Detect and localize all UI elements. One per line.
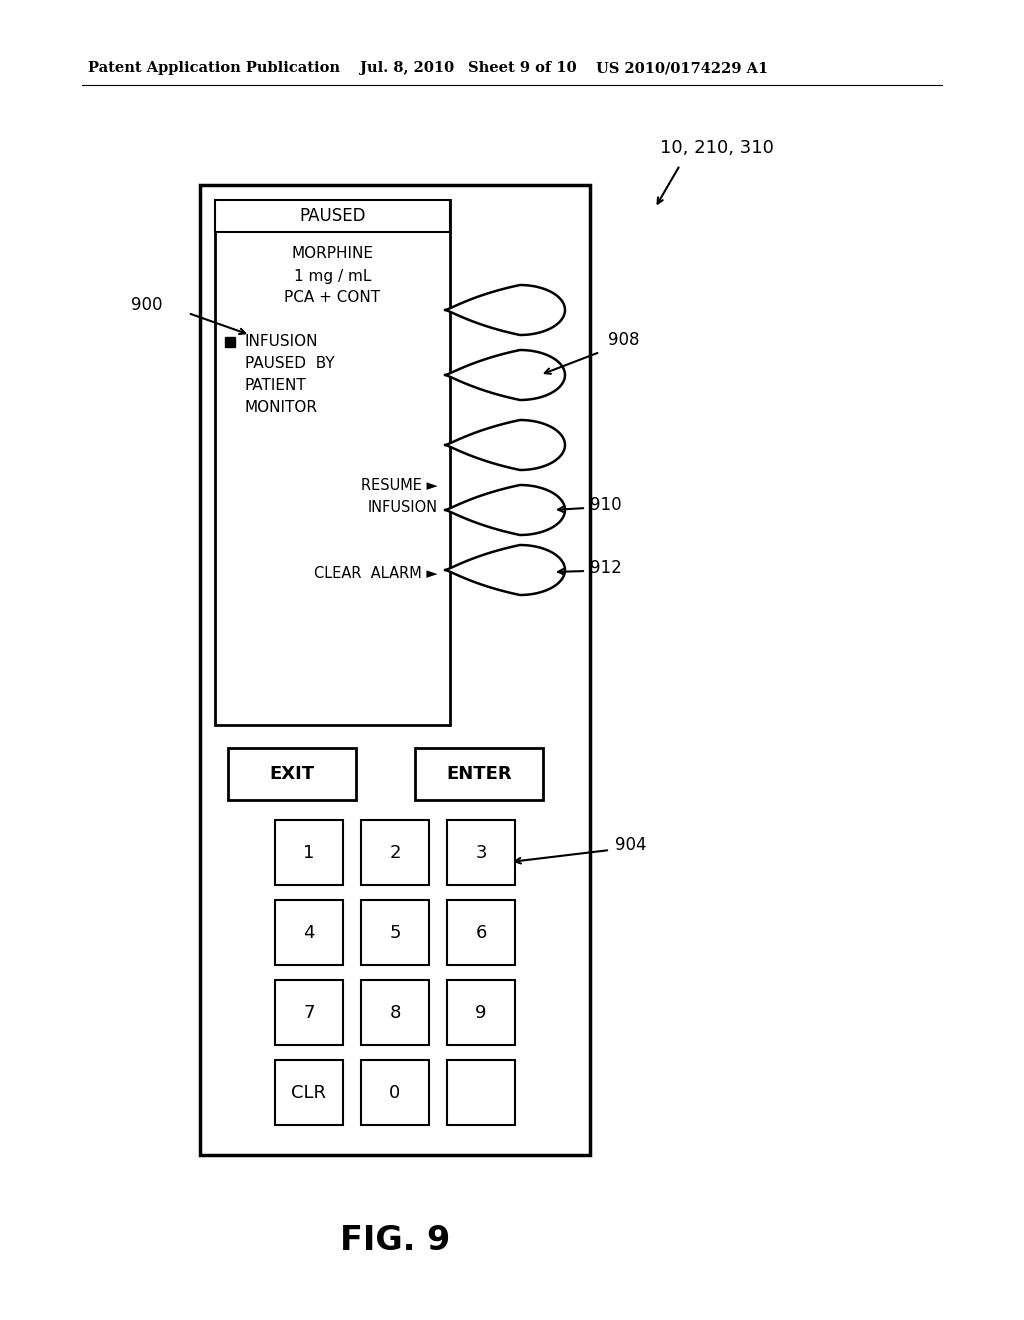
Text: 9: 9 bbox=[475, 1003, 486, 1022]
Text: PCA + CONT: PCA + CONT bbox=[285, 290, 381, 305]
Polygon shape bbox=[445, 350, 565, 400]
Text: INFUSION: INFUSION bbox=[368, 499, 438, 515]
Text: 5: 5 bbox=[389, 924, 400, 941]
Text: 3: 3 bbox=[475, 843, 486, 862]
Bar bbox=[447, 820, 515, 884]
Text: 7: 7 bbox=[303, 1003, 314, 1022]
Bar bbox=[361, 1060, 429, 1125]
Text: Sheet 9 of 10: Sheet 9 of 10 bbox=[468, 61, 577, 75]
Bar bbox=[361, 900, 429, 965]
Bar bbox=[228, 748, 356, 800]
Text: 8: 8 bbox=[389, 1003, 400, 1022]
Bar bbox=[415, 748, 543, 800]
Text: 908: 908 bbox=[608, 331, 640, 348]
Text: FIG. 9: FIG. 9 bbox=[340, 1224, 451, 1257]
Text: Patent Application Publication: Patent Application Publication bbox=[88, 61, 340, 75]
Polygon shape bbox=[445, 545, 565, 595]
Text: 6: 6 bbox=[475, 924, 486, 941]
Text: CLR: CLR bbox=[292, 1084, 327, 1101]
Bar bbox=[275, 979, 343, 1045]
Text: EXIT: EXIT bbox=[269, 766, 314, 783]
Text: MONITOR: MONITOR bbox=[245, 400, 318, 416]
Bar bbox=[215, 201, 450, 232]
Text: 2: 2 bbox=[389, 843, 400, 862]
Polygon shape bbox=[445, 285, 565, 335]
Bar bbox=[447, 979, 515, 1045]
Text: 904: 904 bbox=[615, 836, 646, 854]
Bar bbox=[275, 1060, 343, 1125]
Text: 0: 0 bbox=[389, 1084, 400, 1101]
Bar bbox=[447, 1060, 515, 1125]
Polygon shape bbox=[445, 484, 565, 535]
Bar bbox=[361, 979, 429, 1045]
Text: CLEAR  ALARM ►: CLEAR ALARM ► bbox=[314, 565, 438, 581]
Bar bbox=[275, 820, 343, 884]
Text: Jul. 8, 2010: Jul. 8, 2010 bbox=[360, 61, 454, 75]
Text: 912: 912 bbox=[590, 558, 622, 577]
Bar bbox=[225, 337, 234, 347]
Bar bbox=[361, 820, 429, 884]
Text: INFUSION: INFUSION bbox=[245, 334, 318, 350]
Text: 4: 4 bbox=[303, 924, 314, 941]
Text: 910: 910 bbox=[590, 496, 622, 513]
Text: 1: 1 bbox=[303, 843, 314, 862]
Bar bbox=[200, 185, 590, 1155]
Bar bbox=[275, 900, 343, 965]
Text: PAUSED  BY: PAUSED BY bbox=[245, 356, 335, 371]
Text: 10, 210, 310: 10, 210, 310 bbox=[660, 139, 774, 157]
Text: 900: 900 bbox=[131, 296, 163, 314]
Text: RESUME ►: RESUME ► bbox=[361, 478, 438, 492]
Text: PATIENT: PATIENT bbox=[245, 379, 307, 393]
Bar bbox=[215, 201, 450, 725]
Text: US 2010/0174229 A1: US 2010/0174229 A1 bbox=[596, 61, 768, 75]
Text: 1 mg / mL: 1 mg / mL bbox=[294, 268, 371, 284]
Text: ENTER: ENTER bbox=[446, 766, 512, 783]
Text: PAUSED: PAUSED bbox=[299, 207, 366, 224]
Polygon shape bbox=[445, 420, 565, 470]
Text: MORPHINE: MORPHINE bbox=[292, 247, 374, 261]
Bar bbox=[447, 900, 515, 965]
